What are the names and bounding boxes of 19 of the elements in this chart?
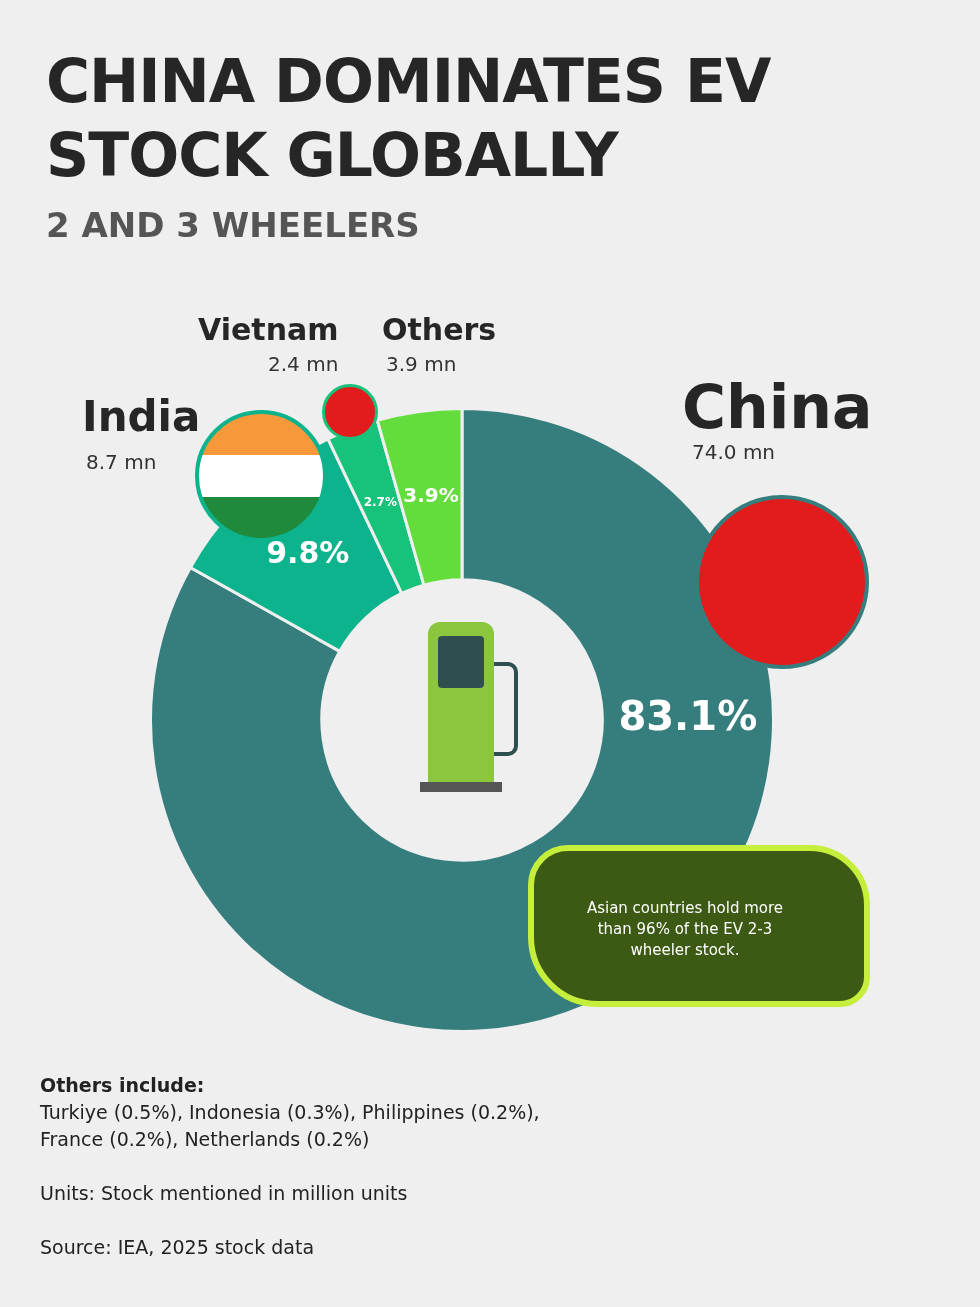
text: Turkiye (0.5%), Indonesia (0.3%), Philippines (0.2%), France (0.2%), Netherlands (0.2%) [40,1100,541,1152]
chart-subtitle: 2 AND 3 WHEELERS [46,205,420,245]
slice-label: Others [382,312,497,347]
text: 83.1% [618,692,758,739]
data-label: 74.0 mn [692,440,776,464]
slice-label: Vietnam [198,312,339,347]
text: 9.8% [266,534,350,570]
slice-label: India [82,392,201,441]
text: Others include: [40,1073,206,1098]
text: Asian countries hold more than 96% of the EV 2-3 wheeler stock. [585,898,785,961]
data-label: 8.7 mn [86,450,157,474]
text: 3.9% [403,482,459,507]
data-label: 3.9 mn [386,352,457,376]
text: 2.7% [363,495,397,510]
data-label: 2.4 mn [268,352,339,376]
source-note: Source: IEA, 2025 stock data [40,1235,316,1260]
text: Units: Stock mentioned in million units [40,1181,409,1206]
chart-title: CHINA DOMINATES EV STOCK GLOBALLY [46,45,772,192]
slice-label: China [682,372,873,442]
